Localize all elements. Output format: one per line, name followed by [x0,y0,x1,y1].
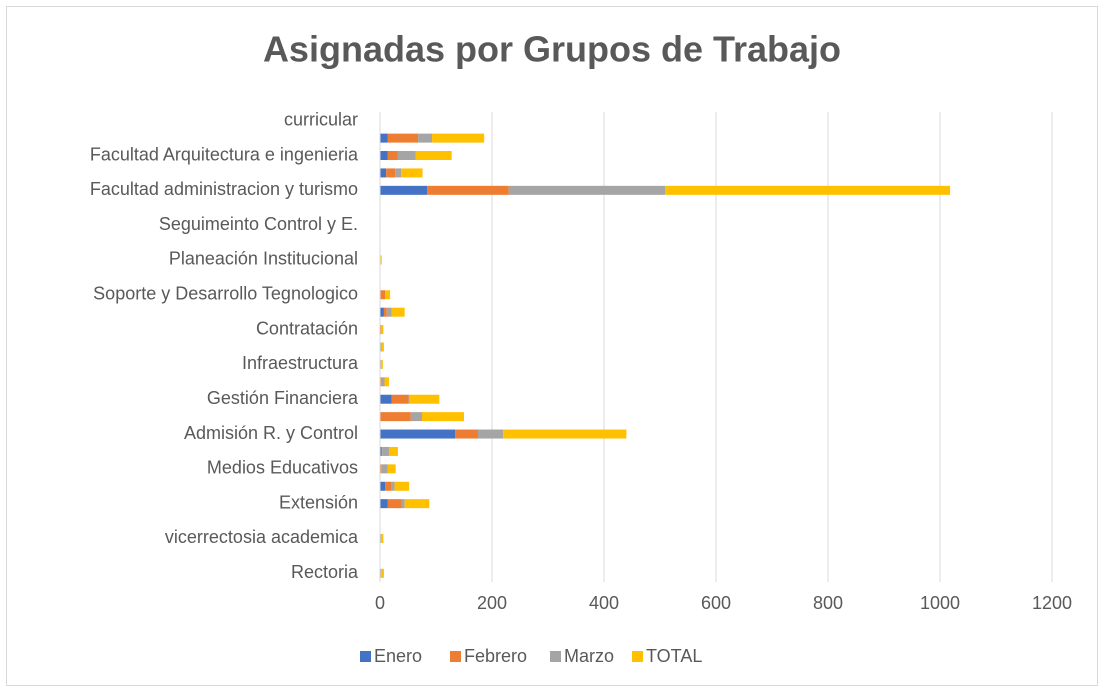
bar-segment [418,133,433,143]
bar-segment [381,359,383,369]
x-tick-label: 800 [813,593,843,613]
bar-segment [665,185,951,195]
x-tick-label: 400 [589,593,619,613]
legend-swatch [632,651,643,662]
bar-segment [384,377,389,387]
bar-segment [380,412,411,422]
bar-segment [380,359,382,369]
y-tick-label: curricular [284,109,358,129]
bar-segment [401,499,405,509]
y-tick-label: Infraestructura [242,353,359,373]
bar-segment [409,394,440,404]
bar-segment [432,133,485,143]
bar-segment [508,185,666,195]
bar-segment [395,168,402,178]
legend-label: Febrero [464,646,527,666]
legend-label: Marzo [564,646,614,666]
bar-segment [380,377,382,387]
bar-segment [380,133,388,143]
bar-segment [387,464,396,474]
bar-segment [380,342,382,352]
bar-segment [391,394,409,404]
bar-segment [478,429,504,439]
y-tick-label: Rectoria [291,562,359,582]
bar-segment [380,255,382,265]
y-tick-label: Seguimeinto Control y E. [159,214,358,234]
bar-segment [381,464,388,474]
bar-segment [380,168,387,178]
y-tick-label: vicerrectosia academica [165,527,359,547]
bar-segment [383,307,387,317]
bar-segment [380,464,382,474]
bar-segment [381,446,383,456]
bar-segment [380,394,392,404]
bar-segment [386,168,396,178]
legend-label: TOTAL [646,646,702,666]
bar-segment [381,325,384,335]
bar-segment [385,481,392,491]
bar-segment [380,568,382,578]
legend-label: Enero [374,646,422,666]
bar-segment [381,568,384,578]
bar-segment [427,185,509,195]
y-tick-label: Soporte y Desarrollo Tegnologico [93,284,358,304]
legend-swatch [450,651,461,662]
bar-segment [397,151,416,161]
y-tick-label: Facultad Arquitectura e ingenieria [90,144,359,164]
bar-segment [382,446,389,456]
bar-segment [380,151,388,161]
bar-segment [380,481,386,491]
bar-segment [408,394,410,404]
y-tick-label: Medios Educativos [207,458,358,478]
bar-segment [381,342,384,352]
bar-segment [391,481,395,491]
bar-segment [381,377,385,387]
chart-title: Asignadas por Grupos de Trabajo [263,29,841,70]
x-tick-label: 1200 [1032,593,1072,613]
y-tick-label: Facultad administracion y turismo [90,179,358,199]
bar-segment [387,133,419,143]
bar-segment [410,412,422,422]
bar-segment [503,429,627,439]
x-tick-label: 200 [477,593,507,613]
bar-segment [422,412,464,422]
bar-segment [380,307,384,317]
bar-segment [415,151,452,161]
bar-segment [380,185,428,195]
x-tick-label: 0 [375,593,385,613]
x-tick-label: 1000 [920,593,960,613]
bar-segment [381,325,382,335]
bar-segment [380,325,382,335]
bar-segment [380,499,388,509]
y-tick-label: Gestión Financiera [207,388,359,408]
bar-segment [380,429,456,439]
legend-swatch [550,651,561,662]
y-tick-label: Extensión [279,492,358,512]
legend-swatch [360,651,371,662]
y-tick-label: Admisión R. y Control [184,423,358,443]
bar-segment [380,533,382,543]
bar-segment [391,307,405,317]
y-tick-label: Contratación [256,318,358,338]
bar-segment [380,290,386,300]
x-tick-label: 600 [701,593,731,613]
bar-segment [386,307,392,317]
bar-segment [381,533,384,543]
bar-segment [387,499,402,509]
bar-segment [404,499,430,509]
bar-segment [387,151,398,161]
y-tick-label: Planeación Institucional [169,249,358,269]
bar-segment [380,446,382,456]
bar-segment [401,168,423,178]
bar-segment [388,446,398,456]
bar-segment [394,481,410,491]
chart-frame [6,6,1098,686]
bar-segment [455,429,478,439]
bar-segment [385,290,391,300]
